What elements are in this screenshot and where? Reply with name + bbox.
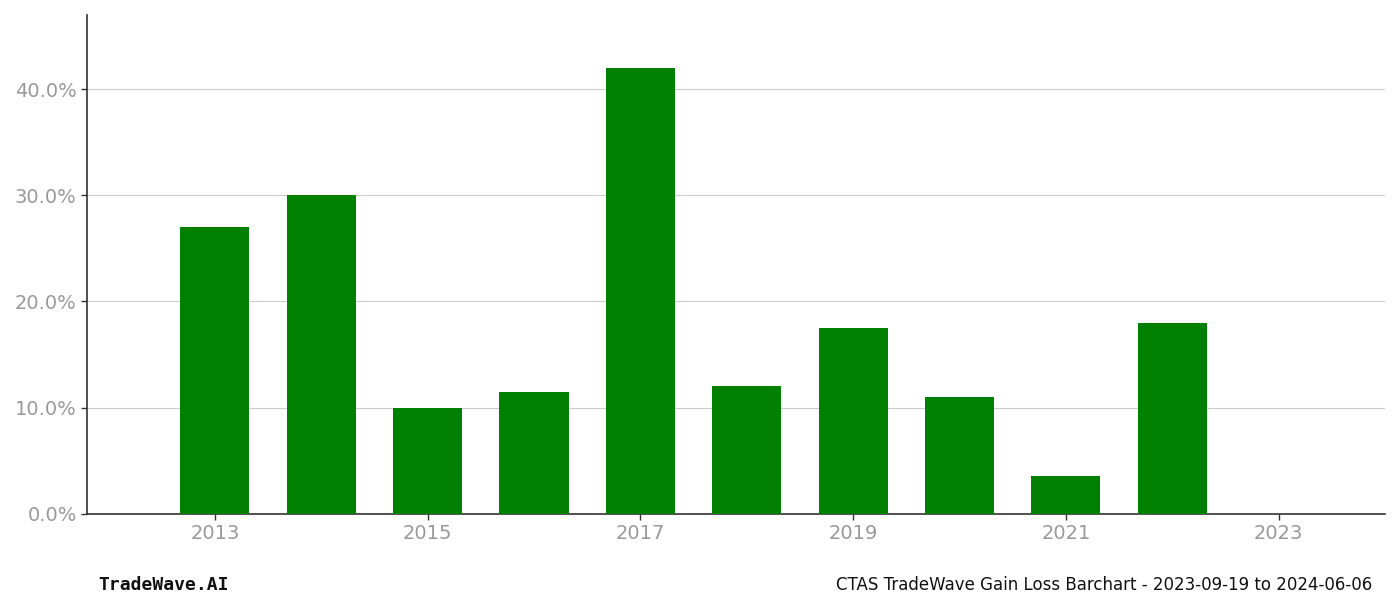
Text: CTAS TradeWave Gain Loss Barchart - 2023-09-19 to 2024-06-06: CTAS TradeWave Gain Loss Barchart - 2023… — [836, 576, 1372, 594]
Bar — [713, 386, 781, 514]
Bar — [1138, 323, 1207, 514]
Bar — [181, 227, 249, 514]
Bar — [1032, 476, 1100, 514]
Bar — [606, 68, 675, 514]
Text: TradeWave.AI: TradeWave.AI — [98, 576, 228, 594]
Bar — [925, 397, 994, 514]
Bar — [287, 196, 356, 514]
Bar — [500, 392, 568, 514]
Bar — [393, 407, 462, 514]
Bar — [819, 328, 888, 514]
